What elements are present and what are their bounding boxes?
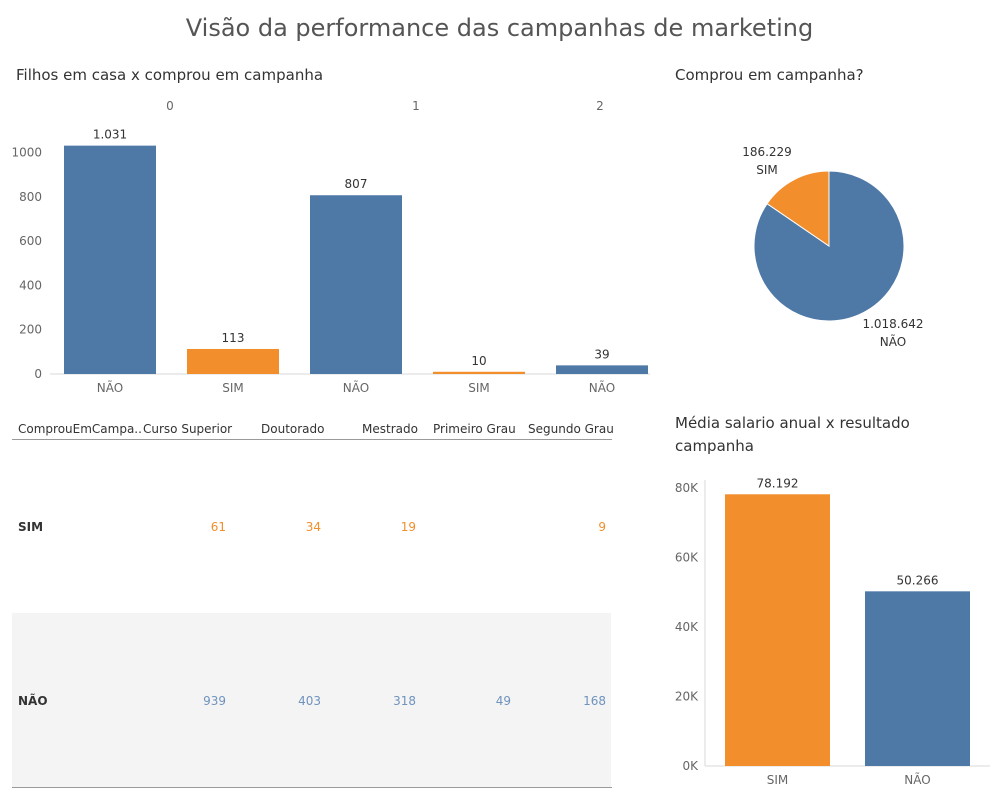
table-row-band [12,613,611,787]
y2-tick-20K: 20K [675,690,699,704]
y2-tick-60K: 60K [675,551,699,565]
table-cell-nao-segundo-grau: 168 [583,694,606,708]
table-cell-sim-doutorado: 34 [305,520,321,534]
table-cell-sim-curso-superior: 61 [210,520,226,534]
salary-x-tick-1: NÃO [904,772,930,787]
salary-bar-value-label-1: 50.266 [897,573,939,587]
y-tick-400: 400 [19,278,42,292]
table-cell-nao-doutorado: 403 [298,694,321,708]
table-cell-sim-segundo-grau: 9 [598,520,606,534]
group-header-0: 0 [166,99,174,113]
table-header-primeiro-grau[interactable]: Primeiro Grau [433,422,516,436]
table-cell-nao-primeiro-grau: 49 [495,694,511,708]
x-tick-4: NÃO [589,380,615,395]
y-tick-0: 0 [34,367,42,381]
pie-value-label-sim: 186.229 [742,145,792,159]
table-header-comprou[interactable]: ComprouEmCampa.. [18,422,142,436]
table-cell-nao-mestrado: 318 [393,694,416,708]
y-tick-800: 800 [19,190,42,204]
comprou-pie-title: Comprou em campanha? [675,66,864,84]
y2-tick-40K: 40K [675,620,699,634]
y2-tick-80K: 80K [675,481,699,495]
group-header-2: 2 [596,99,604,113]
table-row-label-nao: NÃO [18,694,48,708]
group-header-1: 1 [412,99,420,113]
salary-bar-0 [725,494,830,766]
pie-category-label-nao: NÃO [880,334,906,349]
comprou-pie-chart: 186.229 SIM 1.018.642 NÃO [742,145,923,349]
dashboard-title: Visão da performance das campanhas de ma… [185,14,814,42]
table-bottom-divider [12,787,612,788]
table-cell-nao-curso-superior: 939 [203,694,226,708]
salary-x-tick-0: SIM [767,773,789,787]
bar-0 [64,145,156,374]
y-tick-1000: 1000 [11,146,42,160]
table-header-segundo-grau[interactable]: Segundo Grau [528,422,614,436]
x-tick-1: SIM [222,381,244,395]
salary-bar-value-label-0: 78.192 [757,476,799,490]
bar-2 [310,195,402,374]
salario-chart-title: Média salario anual x resultado campanha [675,414,910,455]
table-header-divider [12,439,612,440]
table-header-doutorado[interactable]: Doutorado [261,422,325,436]
bar-value-label-2: 807 [345,177,368,191]
table-header-mestrado[interactable]: Mestrado [362,422,418,436]
x-tick-3: SIM [468,381,490,395]
y2-tick-0K: 0K [682,759,699,773]
y-tick-600: 600 [19,234,42,248]
filhos-bar-chart: 0 1 2 0 200 400 600 800 1000 1.031 NÃO 113 SIM 807 NÃO… [11,99,650,395]
table-header-curso-superior[interactable]: Curso Superior [143,422,233,436]
bar-1 [187,348,279,374]
bar-value-label-1: 113 [222,331,245,345]
bar-value-label-0: 1.031 [93,128,127,142]
y-tick-200: 200 [19,323,42,337]
escolaridade-table: ComprouEmCampa.. Curso Superior Doutorad… [12,414,614,790]
x-tick-0: NÃO [97,380,123,395]
pie-value-label-nao: 1.018.642 [862,317,923,331]
salario-bar-chart: 0K 20K 40K 60K 80K 78.192 SIM 50.266 NÃO [675,476,990,787]
bar-value-label-3: 10 [471,354,486,368]
bar-4 [556,365,648,374]
x-tick-2: NÃO [343,380,369,395]
table-row-label-sim: SIM [18,520,44,534]
table-cell-sim-mestrado: 19 [400,520,416,534]
bar-3 [433,371,525,374]
salary-bar-1 [865,591,970,766]
pie-slice-sim [766,170,830,247]
pie-category-label-sim: SIM [756,163,778,177]
filhos-chart-title: Filhos em casa x comprou em campanha [16,66,324,84]
bar-value-label-4: 39 [594,347,609,361]
